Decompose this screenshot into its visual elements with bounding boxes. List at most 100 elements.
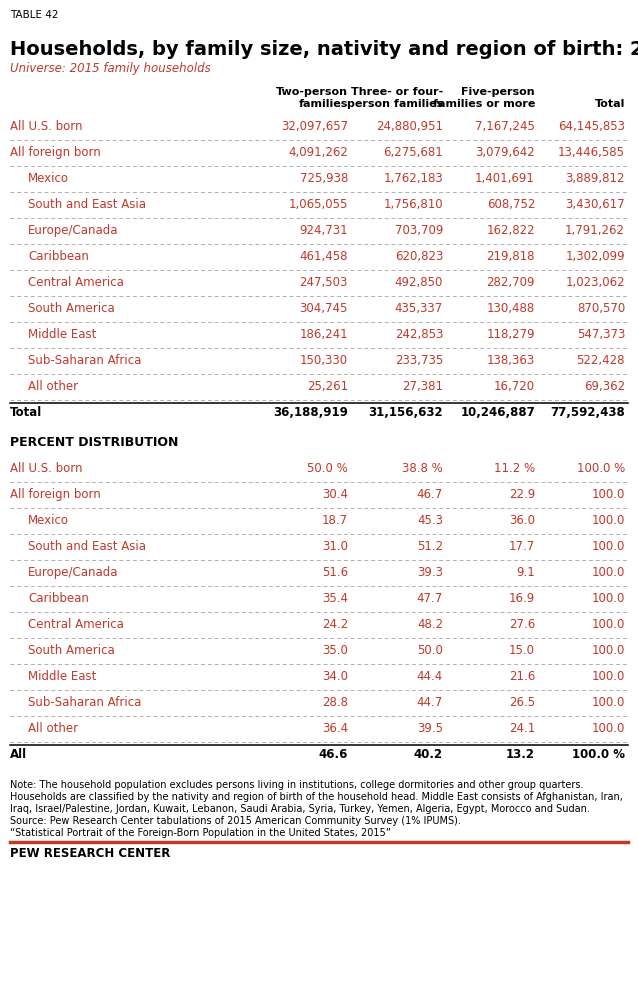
Text: 28.8: 28.8 [322,696,348,709]
Text: 21.6: 21.6 [508,670,535,683]
Text: 24.2: 24.2 [322,618,348,631]
Text: 7,167,245: 7,167,245 [475,120,535,133]
Text: South and East Asia: South and East Asia [28,540,146,553]
Text: 25,261: 25,261 [307,380,348,393]
Text: 15.0: 15.0 [509,644,535,657]
Text: 35.0: 35.0 [322,644,348,657]
Text: 16,720: 16,720 [494,380,535,393]
Text: 69,362: 69,362 [584,380,625,393]
Text: person families: person families [346,99,443,109]
Text: Caribbean: Caribbean [28,250,89,263]
Text: Middle East: Middle East [28,670,96,683]
Text: 100.0: 100.0 [591,722,625,735]
Text: South and East Asia: South and East Asia [28,198,146,211]
Text: 1,401,691: 1,401,691 [475,172,535,185]
Text: 130,488: 130,488 [487,302,535,314]
Text: 1,065,055: 1,065,055 [288,198,348,211]
Text: 100.0: 100.0 [591,514,625,527]
Text: All other: All other [28,722,78,735]
Text: 27,381: 27,381 [402,380,443,393]
Text: 608,752: 608,752 [487,198,535,211]
Text: 24,880,951: 24,880,951 [376,120,443,133]
Text: 6,275,681: 6,275,681 [383,146,443,159]
Text: 11.2 %: 11.2 % [494,462,535,475]
Text: 47.7: 47.7 [417,592,443,605]
Text: 44.7: 44.7 [417,696,443,709]
Text: 64,145,853: 64,145,853 [558,120,625,133]
Text: 35.4: 35.4 [322,592,348,605]
Text: Note: The household population excludes persons living in institutions, college : Note: The household population excludes … [10,780,584,790]
Text: 46.7: 46.7 [417,488,443,501]
Text: All U.S. born: All U.S. born [10,462,82,475]
Text: All foreign born: All foreign born [10,146,101,159]
Text: Total: Total [10,406,42,419]
Text: 247,503: 247,503 [300,276,348,289]
Text: families or more: families or more [433,99,535,109]
Text: 77,592,438: 77,592,438 [550,406,625,419]
Text: families: families [299,99,348,109]
Text: Sub-Saharan Africa: Sub-Saharan Africa [28,696,142,709]
Text: 38.8 %: 38.8 % [402,462,443,475]
Text: Central America: Central America [28,618,124,631]
Text: South America: South America [28,302,115,314]
Text: 13,446,585: 13,446,585 [558,146,625,159]
Text: 16.9: 16.9 [508,592,535,605]
Text: 10,246,887: 10,246,887 [460,406,535,419]
Text: “Statistical Portrait of the Foreign-Born Population in the United States, 2015”: “Statistical Portrait of the Foreign-Bor… [10,828,391,838]
Text: TABLE 42: TABLE 42 [10,10,59,20]
Text: 1,762,183: 1,762,183 [383,172,443,185]
Text: 39.5: 39.5 [417,722,443,735]
Text: Caribbean: Caribbean [28,592,89,605]
Text: 100.0 %: 100.0 % [572,748,625,761]
Text: 492,850: 492,850 [395,276,443,289]
Text: All other: All other [28,380,78,393]
Text: 1,023,062: 1,023,062 [565,276,625,289]
Text: South America: South America [28,644,115,657]
Text: 18.7: 18.7 [322,514,348,527]
Text: 36.0: 36.0 [509,514,535,527]
Text: 4,091,262: 4,091,262 [288,146,348,159]
Text: 219,818: 219,818 [487,250,535,263]
Text: 100.0: 100.0 [591,618,625,631]
Text: 44.4: 44.4 [417,670,443,683]
Text: 100.0: 100.0 [591,644,625,657]
Text: Middle East: Middle East [28,328,96,341]
Text: 30.4: 30.4 [322,488,348,501]
Text: PERCENT DISTRIBUTION: PERCENT DISTRIBUTION [10,436,179,449]
Text: 100.0: 100.0 [591,540,625,553]
Text: 34.0: 34.0 [322,670,348,683]
Text: 138,363: 138,363 [487,354,535,367]
Text: 924,731: 924,731 [299,224,348,237]
Text: 100.0: 100.0 [591,696,625,709]
Text: 51.2: 51.2 [417,540,443,553]
Text: Sub-Saharan Africa: Sub-Saharan Africa [28,354,142,367]
Text: 3,430,617: 3,430,617 [565,198,625,211]
Text: 24.1: 24.1 [508,722,535,735]
Text: 242,853: 242,853 [395,328,443,341]
Text: Five-person: Five-person [461,87,535,97]
Text: 22.9: 22.9 [508,488,535,501]
Text: 100.0: 100.0 [591,566,625,579]
Text: 50.0 %: 50.0 % [308,462,348,475]
Text: 9.1: 9.1 [516,566,535,579]
Text: Two-person: Two-person [276,87,348,97]
Text: 36,188,919: 36,188,919 [273,406,348,419]
Text: 31,156,632: 31,156,632 [368,406,443,419]
Text: 1,791,262: 1,791,262 [565,224,625,237]
Text: 17.7: 17.7 [508,540,535,553]
Text: Households, by family size, nativity and region of birth: 2015: Households, by family size, nativity and… [10,40,638,59]
Text: 48.2: 48.2 [417,618,443,631]
Text: 40.2: 40.2 [414,748,443,761]
Text: 13.2: 13.2 [506,748,535,761]
Text: 304,745: 304,745 [300,302,348,314]
Text: 522,428: 522,428 [577,354,625,367]
Text: 1,302,099: 1,302,099 [565,250,625,263]
Text: 100.0 %: 100.0 % [577,462,625,475]
Text: 45.3: 45.3 [417,514,443,527]
Text: 26.5: 26.5 [509,696,535,709]
Text: All: All [10,748,27,761]
Text: Mexico: Mexico [28,172,69,185]
Text: 162,822: 162,822 [486,224,535,237]
Text: Total: Total [595,99,625,109]
Text: 36.4: 36.4 [322,722,348,735]
